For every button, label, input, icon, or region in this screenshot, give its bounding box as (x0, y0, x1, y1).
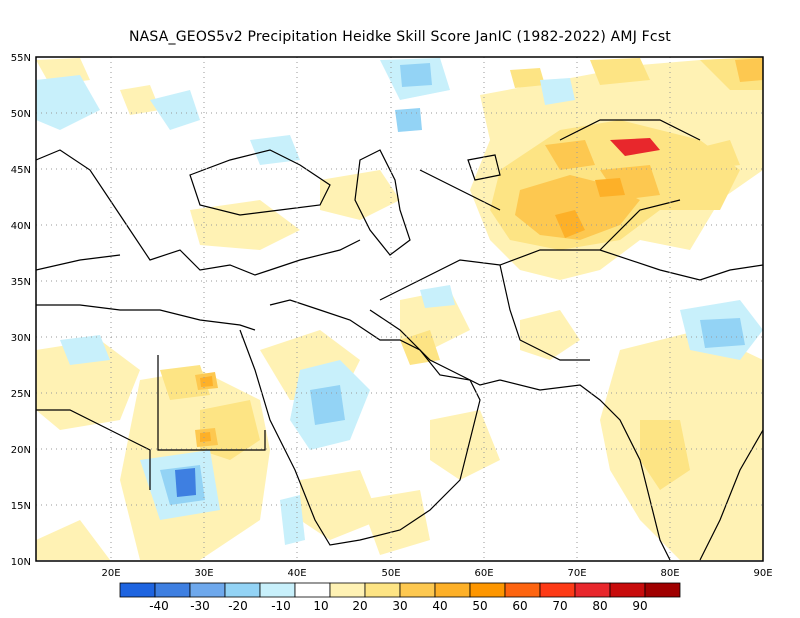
colorbar-swatch (154, 582, 191, 598)
colorbar-labels: -40 -30 -20 -10 10 20 30 40 50 60 70 80 … (149, 599, 647, 613)
y-tick: 55N (11, 53, 31, 64)
colorbar-label: 60 (512, 599, 527, 613)
shaded-field (36, 57, 763, 561)
y-tick: 40N (11, 221, 31, 232)
colorbar-swatch (259, 582, 296, 598)
colorbar-label: -40 (149, 599, 169, 613)
y-tick: 20N (11, 445, 31, 456)
y-tick: 15N (11, 501, 31, 512)
colorbar-swatch (364, 582, 401, 598)
colorbar-label: -10 (271, 599, 291, 613)
y-tick: 30N (11, 333, 31, 344)
x-tick: 40E (287, 568, 306, 579)
x-tick: 70E (567, 568, 586, 579)
patches-60 (610, 138, 660, 156)
colorbar-label: 40 (432, 599, 447, 613)
colorbar-swatch (399, 582, 436, 598)
x-tick: 80E (660, 568, 679, 579)
colorbar-swatch (294, 582, 331, 598)
colorbar (119, 582, 681, 598)
x-tick: 90E (753, 568, 772, 579)
gridlines (36, 57, 763, 561)
y-tick: 50N (11, 109, 31, 120)
coastlines (36, 119, 763, 561)
colorbar-swatch (469, 582, 506, 598)
y-tick: 10N (11, 557, 31, 568)
colorbar-swatch (434, 582, 471, 598)
colorbar-swatch (539, 582, 576, 598)
y-axis-ticks: 10N 15N 20N 25N 30N 35N 40N 45N 50N 55N (11, 53, 31, 568)
colorbar-swatch (329, 582, 366, 598)
x-tick: 60E (474, 568, 493, 579)
colorbar-swatch (119, 582, 156, 598)
map-title: NASA_GEOS5v2 Precipitation Heidke Skill … (128, 29, 672, 45)
patches-neg40 (175, 468, 196, 497)
colorbar-swatch (224, 582, 261, 598)
y-tick: 45N (11, 165, 31, 176)
y-tick: 35N (11, 277, 31, 288)
plot-frame (35, 56, 764, 562)
colorbar-label: 90 (632, 599, 647, 613)
colorbar-label: 20 (352, 599, 367, 613)
y-tick: 25N (11, 389, 31, 400)
colorbar-label: 70 (552, 599, 567, 613)
colorbar-label: -20 (228, 599, 248, 613)
colorbar-swatch (609, 582, 646, 598)
colorbar-label: 80 (592, 599, 607, 613)
colorbar-swatch (504, 582, 541, 598)
colorbar-swatch (189, 582, 226, 598)
colorbar-label: -30 (190, 599, 210, 613)
patches-10-20 (36, 57, 763, 560)
colorbar-label: 10 (313, 599, 328, 613)
colorbar-label: 30 (392, 599, 407, 613)
colorbar-swatch (574, 582, 611, 598)
colorbar-swatch (644, 582, 681, 598)
x-tick: 50E (381, 568, 400, 579)
x-tick: 30E (194, 568, 213, 579)
colorbar-label: 50 (472, 599, 487, 613)
x-axis-ticks: 20E 30E 40E 50E 60E 70E 80E 90E (101, 568, 772, 579)
x-tick: 20E (101, 568, 120, 579)
